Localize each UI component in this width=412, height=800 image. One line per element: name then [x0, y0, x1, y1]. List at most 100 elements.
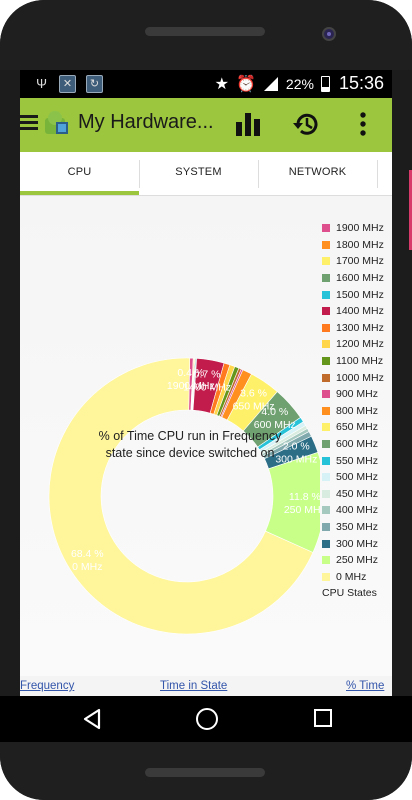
legend-label: 1900 MHz: [336, 222, 384, 235]
legend-item: 1800 MHz: [322, 237, 392, 254]
slice-label: 0 MHz: [72, 561, 102, 573]
legend-swatch: [322, 340, 330, 349]
more-vert-icon[interactable]: [356, 110, 370, 138]
legend-swatch: [322, 274, 330, 283]
alarm-icon: ⏰: [236, 75, 256, 93]
legend-swatch: [322, 240, 330, 249]
slice-label: 68.4 %: [71, 548, 104, 560]
signal-icon: [263, 76, 278, 91]
legend-label: 1400 MHz: [336, 305, 384, 318]
legend-label: 900 MHz: [336, 388, 379, 401]
legend-item: 1600 MHz: [322, 270, 392, 287]
column-header-time-in-state[interactable]: Time in State: [160, 680, 228, 692]
slice-label: 0.4 %: [177, 367, 204, 379]
legend-label: 250 MHz: [336, 554, 379, 567]
tab-divider: [258, 160, 259, 188]
legend-item: 1400 MHz: [322, 303, 392, 320]
battery-percent: 22%: [285, 75, 314, 92]
slice-label: 650 MHz: [233, 401, 275, 413]
front-camera: [322, 27, 336, 41]
legend-item: 1000 MHz: [322, 369, 392, 386]
tab-divider: [139, 160, 140, 188]
slice-label: 250 MHz: [284, 504, 320, 516]
phone-bottom-bezel: [0, 742, 412, 800]
legend-swatch: [322, 423, 330, 432]
tab-bar: CPU SYSTEM NETWORK: [20, 152, 392, 196]
column-header-frequency[interactable]: Frequency: [20, 680, 75, 692]
earpiece-speaker: [145, 27, 265, 36]
slice-label: 3.6 %: [240, 388, 267, 400]
legend-label: 800 MHz: [336, 404, 379, 417]
legend-label: 500 MHz: [336, 471, 379, 484]
legend-item: 400 MHz: [322, 502, 392, 519]
tab-divider: [377, 160, 378, 188]
slice-label: 300 MHz: [275, 454, 317, 466]
tab-system[interactable]: SYSTEM: [175, 166, 222, 178]
slice-label: 2.0 %: [283, 441, 310, 453]
legend-item: 800 MHz: [322, 403, 392, 420]
legend-item: 1500 MHz: [322, 286, 392, 303]
legend-label: 550 MHz: [336, 454, 379, 467]
status-bar: Ψ ✕ ↻ ★ ⏰ 22% 15:36: [20, 70, 392, 98]
legend-swatch: [322, 357, 330, 366]
legend-label: 400 MHz: [336, 504, 379, 517]
legend-swatch: [322, 440, 330, 449]
legend-swatch: [322, 506, 330, 515]
history-icon[interactable]: [292, 110, 320, 138]
legend-item: 1200 MHz: [322, 336, 392, 353]
legend-label: 0 MHz: [336, 570, 367, 583]
legend-swatch: [322, 290, 330, 299]
slice-label: 11.8 %: [289, 491, 320, 503]
legend-item: 1100 MHz: [322, 353, 392, 370]
legend-label: 600 MHz: [336, 438, 379, 451]
legend-item: 550 MHz: [322, 452, 392, 469]
legend-item: 450 MHz: [322, 486, 392, 503]
legend-label: 350 MHz: [336, 520, 379, 533]
legend-swatch: [322, 473, 330, 482]
pie-slice-0-mhz[interactable]: [48, 357, 314, 635]
slice-label: 600 MHz: [254, 419, 296, 431]
legend-item: 500 MHz: [322, 469, 392, 486]
phone-top-bezel: [0, 0, 412, 70]
legend-item: 250 MHz: [322, 552, 392, 569]
legend-item: 1700 MHz: [322, 253, 392, 270]
table-header-row: Frequency Time in State % Time: [20, 680, 392, 696]
legend-swatch: [322, 406, 330, 415]
usb-icon: Ψ: [36, 76, 47, 91]
recent-apps-icon[interactable]: [314, 709, 332, 727]
side-button: [409, 170, 412, 250]
bottom-speaker: [145, 768, 265, 777]
app-notification-icon: ✕: [59, 75, 76, 93]
center-text-line-1: % of Time CPU run in Frequency: [98, 429, 282, 443]
chart-legend: 1900 MHz 1800 MHz 1700 MHz 1600 MHz 1500 MHz…: [322, 220, 392, 599]
legend-item: 650 MHz: [322, 419, 392, 436]
slice-label: 1400 MHz: [183, 382, 231, 394]
legend-swatch: [322, 373, 330, 382]
legend-swatch: [322, 323, 330, 332]
legend-label: 1600 MHz: [336, 272, 384, 285]
legend-swatch: [322, 539, 330, 548]
legend-label: 650 MHz: [336, 421, 379, 434]
legend-label: 1800 MHz: [336, 238, 384, 251]
back-icon[interactable]: [82, 708, 102, 730]
screen: Ψ ✕ ↻ ★ ⏰ 22% 15:36 My Hardware...: [20, 70, 392, 696]
legend-item: 900 MHz: [322, 386, 392, 403]
sync-notification-icon: ↻: [86, 75, 103, 93]
legend-swatch: [322, 522, 330, 531]
star-icon: ★: [214, 75, 229, 93]
home-icon[interactable]: [196, 708, 218, 730]
app-title: My Hardware...: [78, 111, 214, 133]
app-toolbar: My Hardware...: [20, 98, 392, 152]
legend-swatch: [322, 307, 330, 316]
legend-swatch: [322, 556, 330, 565]
center-text-line-2: state since device switched on: [105, 446, 275, 460]
legend-item: 0 MHz: [322, 568, 392, 585]
bar-chart-icon[interactable]: [234, 110, 262, 138]
tab-network[interactable]: NETWORK: [288, 166, 347, 178]
navigation-bar: [0, 696, 412, 742]
tab-cpu[interactable]: CPU: [20, 152, 139, 195]
legend-item: 1300 MHz: [322, 320, 392, 337]
menu-icon[interactable]: [20, 112, 38, 136]
legend-title: CPU States: [322, 587, 377, 600]
column-header-percent-time[interactable]: % Time: [346, 680, 385, 692]
